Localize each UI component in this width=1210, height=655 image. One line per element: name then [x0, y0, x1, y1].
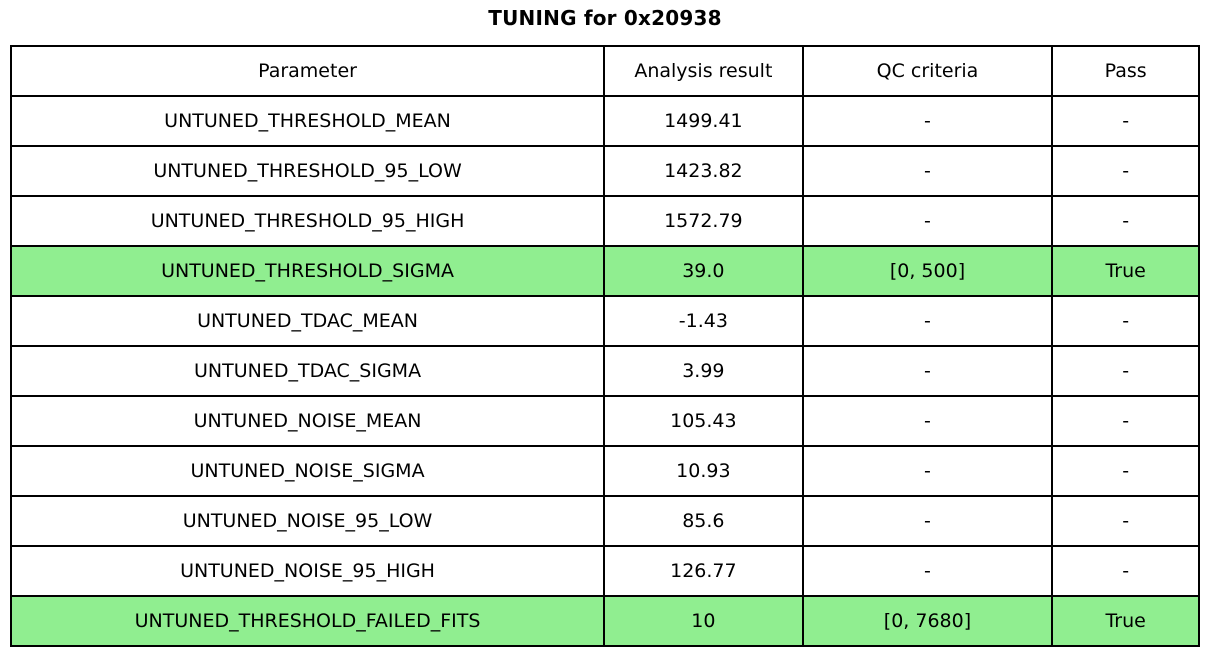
table-row: UNTUNED_THRESHOLD_MEAN 1499.41 - - — [9, 95, 1200, 147]
table-row: UNTUNED_NOISE_MEAN 105.43 - - — [9, 395, 1200, 447]
qc-criteria-cell: - — [801, 295, 1054, 347]
qc-criteria-cell: - — [801, 495, 1054, 547]
parameter-cell: UNTUNED_THRESHOLD_95_HIGH — [9, 195, 606, 247]
parameter-cell: UNTUNED_THRESHOLD_MEAN — [9, 95, 606, 147]
pass-cell: True — [1051, 245, 1200, 297]
col-header-analysis-result: Analysis result — [603, 45, 804, 97]
parameter-cell: UNTUNED_THRESHOLD_95_LOW — [9, 145, 606, 197]
parameter-cell: UNTUNED_NOISE_95_LOW — [9, 495, 606, 547]
parameter-cell: UNTUNED_NOISE_SIGMA — [9, 445, 606, 497]
parameter-cell: UNTUNED_NOISE_95_HIGH — [9, 545, 606, 597]
table-row: UNTUNED_NOISE_SIGMA 10.93 - - — [9, 445, 1200, 497]
table-row-highlighted: UNTUNED_THRESHOLD_FAILED_FITS 10 [0, 768… — [9, 595, 1200, 647]
pass-cell: - — [1051, 495, 1200, 547]
analysis-result-cell: 1572.79 — [603, 195, 804, 247]
parameter-cell: UNTUNED_TDAC_SIGMA — [9, 345, 606, 397]
qc-criteria-cell: - — [801, 95, 1054, 147]
qc-criteria-cell: - — [801, 145, 1054, 197]
qc-criteria-cell: - — [801, 545, 1054, 597]
parameter-cell: UNTUNED_THRESHOLD_SIGMA — [9, 245, 606, 297]
pass-cell: - — [1051, 445, 1200, 497]
analysis-result-cell: 126.77 — [603, 545, 804, 597]
pass-cell: - — [1051, 545, 1200, 597]
pass-cell: - — [1051, 295, 1200, 347]
analysis-result-cell: 1423.82 — [603, 145, 804, 197]
pass-cell: - — [1051, 345, 1200, 397]
col-header-pass: Pass — [1051, 45, 1200, 97]
qc-criteria-cell: - — [801, 395, 1054, 447]
analysis-result-cell: 39.0 — [603, 245, 804, 297]
pass-cell: True — [1051, 595, 1200, 647]
table-row: UNTUNED_TDAC_MEAN -1.43 - - — [9, 295, 1200, 347]
analysis-result-cell: -1.43 — [603, 295, 804, 347]
qc-criteria-cell: - — [801, 345, 1054, 397]
table-row: UNTUNED_THRESHOLD_95_HIGH 1572.79 - - — [9, 195, 1200, 247]
analysis-result-cell: 10.93 — [603, 445, 804, 497]
col-header-parameter: Parameter — [9, 45, 606, 97]
analysis-result-cell: 3.99 — [603, 345, 804, 397]
parameter-cell: UNTUNED_NOISE_MEAN — [9, 395, 606, 447]
pass-cell: - — [1051, 195, 1200, 247]
pass-cell: - — [1051, 395, 1200, 447]
tuning-qc-table: Parameter Analysis result QC criteria Pa… — [9, 45, 1200, 647]
page-title: TUNING for 0x20938 — [488, 6, 722, 30]
analysis-result-cell: 1499.41 — [603, 95, 804, 147]
parameter-cell: UNTUNED_THRESHOLD_FAILED_FITS — [9, 595, 606, 647]
qc-criteria-cell: [0, 500] — [801, 245, 1054, 297]
analysis-result-cell: 105.43 — [603, 395, 804, 447]
table-row: UNTUNED_TDAC_SIGMA 3.99 - - — [9, 345, 1200, 397]
analysis-result-cell: 10 — [603, 595, 804, 647]
table-row: UNTUNED_THRESHOLD_95_LOW 1423.82 - - — [9, 145, 1200, 197]
table-row-highlighted: UNTUNED_THRESHOLD_SIGMA 39.0 [0, 500] Tr… — [9, 245, 1200, 297]
pass-cell: - — [1051, 95, 1200, 147]
analysis-result-cell: 85.6 — [603, 495, 804, 547]
table-header-row: Parameter Analysis result QC criteria Pa… — [9, 45, 1200, 97]
qc-criteria-cell: - — [801, 445, 1054, 497]
table-row: UNTUNED_NOISE_95_LOW 85.6 - - — [9, 495, 1200, 547]
table-row: UNTUNED_NOISE_95_HIGH 126.77 - - — [9, 545, 1200, 597]
qc-criteria-cell: [0, 7680] — [801, 595, 1054, 647]
qc-criteria-cell: - — [801, 195, 1054, 247]
pass-cell: - — [1051, 145, 1200, 197]
col-header-qc-criteria: QC criteria — [801, 45, 1054, 97]
parameter-cell: UNTUNED_TDAC_MEAN — [9, 295, 606, 347]
